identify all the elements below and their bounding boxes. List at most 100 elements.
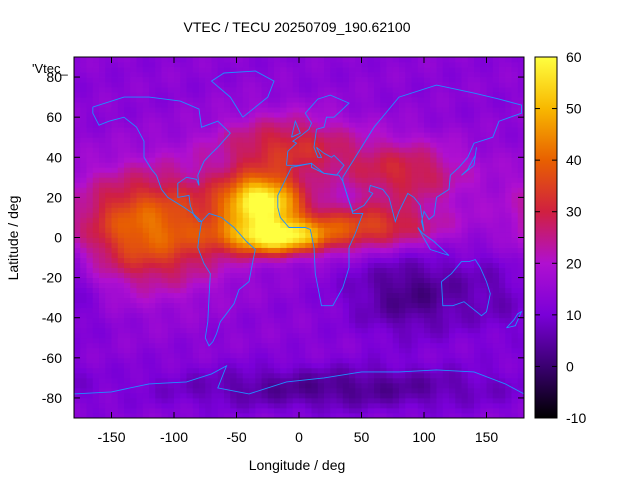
heatmap-cell [311,412,319,419]
heatmap-cell [449,107,456,113]
heatmap-cell [380,302,387,309]
heatmap-cell [92,387,100,394]
heatmap-cell [86,102,94,108]
heatmap-cell [505,362,512,369]
heatmap-cell [155,357,162,364]
heatmap-cell [211,327,219,334]
heatmap-cell [286,127,294,133]
heatmap-cell [461,342,469,349]
heatmap-cell [286,197,294,203]
heatmap-cell [486,147,494,153]
heatmap-cell [286,97,294,103]
heatmap-cell [167,392,175,399]
heatmap-cell [511,357,519,364]
heatmap-cell [436,207,444,213]
heatmap-cell [149,92,156,98]
heatmap-cell [374,402,381,409]
heatmap-cell [205,277,212,284]
heatmap-cell [86,72,94,78]
heatmap-cell [192,302,200,309]
heatmap-cell [355,177,362,183]
heatmap-cell [242,172,250,178]
heatmap-cell [442,412,450,419]
heatmap-cell [367,102,375,108]
heatmap-cell [405,287,412,294]
heatmap-cell [361,317,369,324]
heatmap-cell [242,282,250,289]
heatmap-cell [317,407,325,414]
heatmap-cell [242,162,250,168]
heatmap-cell [255,357,262,364]
heatmap-cell [149,207,156,213]
heatmap-cell [455,117,462,123]
heatmap-cell [205,262,212,268]
heatmap-cell [105,297,112,304]
heatmap-cell [386,267,394,273]
heatmap-cell [292,267,300,273]
heatmap-cell [180,87,187,93]
heatmap-cell [317,267,325,273]
heatmap-cell [142,212,150,218]
heatmap-cell [480,117,487,123]
heatmap-cell [236,382,244,389]
heatmap-cell [474,317,481,324]
heatmap-cell [517,122,525,128]
heatmap-cell [286,237,294,243]
heatmap-cell [74,287,81,294]
heatmap-cell [405,217,412,223]
heatmap-cell [467,152,475,158]
heatmap-cell [105,277,112,284]
heatmap-cell [217,387,225,394]
heatmap-cell [349,97,356,103]
heatmap-cell [111,327,119,334]
heatmap-cell [280,87,287,93]
heatmap-cell [511,347,519,354]
heatmap-cell [411,262,419,268]
heatmap-cell [255,377,262,384]
heatmap-cell [442,387,450,394]
heatmap-cell [505,132,512,138]
heatmap-cell [242,292,250,299]
heatmap-cell [361,177,369,183]
heatmap-cell [236,302,244,309]
heatmap-cell [317,182,325,188]
heatmap-cell [380,247,387,253]
heatmap-cell [130,157,137,163]
heatmap-cell [324,227,331,233]
heatmap-cell [80,192,87,198]
heatmap-cell [455,347,462,354]
heatmap-cell [105,212,112,218]
heatmap-cell [261,117,269,123]
heatmap-cell [174,167,181,173]
heatmap-cell [486,187,494,193]
heatmap-cell [180,122,187,128]
heatmap-cell [74,362,81,369]
heatmap-cell [117,72,125,78]
heatmap-cell [342,342,350,349]
heatmap-cell [261,252,269,258]
heatmap-cell [117,357,125,364]
heatmap-cell [467,212,475,218]
heatmap-cell [411,272,419,279]
heatmap-cell [374,232,381,238]
heatmap-cell [149,402,156,409]
heatmap-cell [167,382,175,389]
heatmap-cell [205,232,212,238]
heatmap-cell [455,287,462,294]
heatmap-cell [349,242,356,248]
heatmap-cell [155,322,162,329]
heatmap-cell [80,162,87,168]
heatmap-cell [324,172,331,178]
heatmap-cell [355,272,362,279]
heatmap-cell [255,112,262,118]
heatmap-cell [155,332,162,339]
heatmap-cell [480,357,487,364]
heatmap-cell [192,272,200,279]
heatmap-cell [155,187,162,193]
heatmap-cell [236,392,244,399]
heatmap-cell [86,412,94,419]
heatmap-cell [411,257,419,263]
heatmap-cell [205,102,212,108]
heatmap-cell [155,82,162,88]
heatmap-cell [511,312,519,319]
